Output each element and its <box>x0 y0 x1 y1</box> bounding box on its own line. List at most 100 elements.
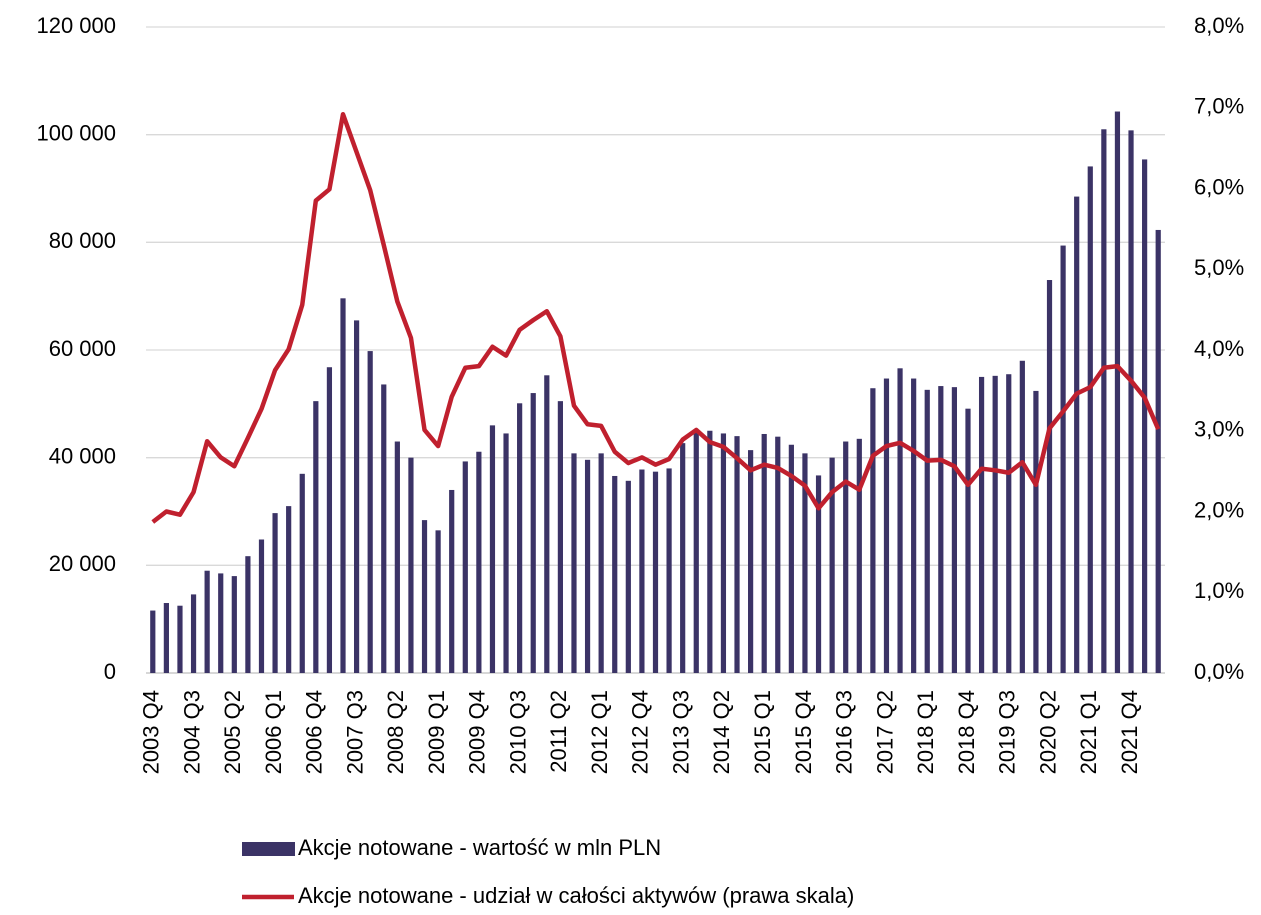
bar <box>788 444 794 673</box>
y-tick-label: 40 000 <box>49 443 116 468</box>
bar <box>870 388 876 673</box>
y2-tick-label: 7,0% <box>1194 94 1244 119</box>
y2-tick-label: 5,0% <box>1194 255 1244 280</box>
bar <box>530 393 536 673</box>
x-tick-label: 2018 Q4 <box>954 690 979 774</box>
bar <box>924 389 930 673</box>
bar <box>544 375 550 673</box>
y-tick-label: 60 000 <box>49 336 116 361</box>
legend-label: Akcje notowane - udział w całości aktywó… <box>298 883 854 908</box>
x-tick-label: 2021 Q4 <box>1117 690 1142 774</box>
bar <box>571 453 577 673</box>
bar <box>978 376 985 673</box>
x-tick-label: 2013 Q3 <box>668 690 693 774</box>
legend-label: Akcje notowane - wartość w mln PLN <box>298 835 661 860</box>
bar <box>1006 374 1012 673</box>
y-tick-label: 100 000 <box>36 120 116 145</box>
y-tick-label: 20 000 <box>49 551 116 576</box>
bar <box>340 298 346 673</box>
bar <box>286 506 292 673</box>
x-tick-label: 2018 Q1 <box>913 690 938 774</box>
bar <box>965 408 971 673</box>
y-tick-label: 80 000 <box>49 228 116 253</box>
bar <box>612 475 618 673</box>
bar <box>1101 129 1107 674</box>
bar <box>748 450 754 673</box>
x-tick-label: 2012 Q1 <box>587 690 612 774</box>
bar <box>843 441 849 673</box>
bar <box>1060 245 1066 673</box>
bar <box>1128 130 1134 674</box>
bar <box>584 459 591 673</box>
y2-tick-label: 3,0% <box>1194 417 1244 442</box>
bar <box>911 378 917 673</box>
bar <box>680 443 686 673</box>
bar <box>394 441 400 673</box>
bar <box>1087 166 1093 673</box>
x-tick-label: 2015 Q1 <box>750 690 775 774</box>
bar <box>557 401 563 673</box>
bar <box>231 576 237 673</box>
bar <box>381 384 387 673</box>
y2-tick-label: 2,0% <box>1194 497 1244 522</box>
bar <box>150 610 156 673</box>
bar <box>489 425 496 673</box>
x-tick-label: 2008 Q2 <box>383 690 408 774</box>
bar <box>476 451 482 673</box>
y2-tick-label: 6,0% <box>1194 174 1244 199</box>
x-tick-label: 2017 Q2 <box>872 690 897 774</box>
bar <box>299 473 305 673</box>
bar <box>639 469 645 673</box>
legend-swatch <box>242 842 295 856</box>
x-tick-label: 2004 Q3 <box>179 690 204 774</box>
bar <box>1033 390 1039 673</box>
x-tick-label: 2009 Q1 <box>424 690 449 774</box>
bar <box>313 401 319 673</box>
x-tick-label: 2014 Q2 <box>709 690 734 774</box>
bar <box>625 480 631 673</box>
bar <box>883 378 890 673</box>
x-tick-label: 2003 Q4 <box>139 690 164 774</box>
bar <box>693 430 699 673</box>
bar <box>720 433 727 673</box>
x-tick-label: 2015 Q4 <box>791 690 816 774</box>
bar <box>449 489 455 673</box>
bar <box>775 436 781 673</box>
bar <box>856 438 862 673</box>
bar <box>951 387 958 673</box>
x-tick-label: 2005 Q2 <box>220 690 245 774</box>
bar <box>435 530 441 673</box>
x-tick-label: 2007 Q3 <box>342 690 367 774</box>
y2-tick-label: 0,0% <box>1194 659 1244 684</box>
y2-tick-label: 4,0% <box>1194 336 1244 361</box>
bar <box>163 603 169 673</box>
bar <box>1074 196 1080 673</box>
bar <box>666 468 672 673</box>
bar <box>517 403 523 673</box>
bar <box>190 594 197 673</box>
y-tick-label: 120 000 <box>36 13 116 38</box>
bar <box>1142 159 1148 673</box>
x-tick-label: 2019 Q3 <box>995 690 1020 774</box>
bar <box>177 605 183 673</box>
bar <box>408 457 414 673</box>
bar <box>258 539 265 673</box>
y2-tick-label: 8,0% <box>1194 13 1244 38</box>
bar <box>367 351 373 673</box>
bar <box>802 453 808 673</box>
x-tick-label: 2020 Q2 <box>1035 690 1060 774</box>
bar <box>829 457 835 673</box>
bar <box>421 520 428 673</box>
bar <box>652 471 659 673</box>
bar <box>938 386 944 673</box>
bar <box>326 367 333 673</box>
bar <box>204 570 210 673</box>
bar <box>1046 280 1053 673</box>
bar <box>707 430 713 673</box>
bar <box>272 513 278 673</box>
bar <box>462 461 468 673</box>
bar <box>1114 111 1121 674</box>
bar <box>734 436 740 673</box>
